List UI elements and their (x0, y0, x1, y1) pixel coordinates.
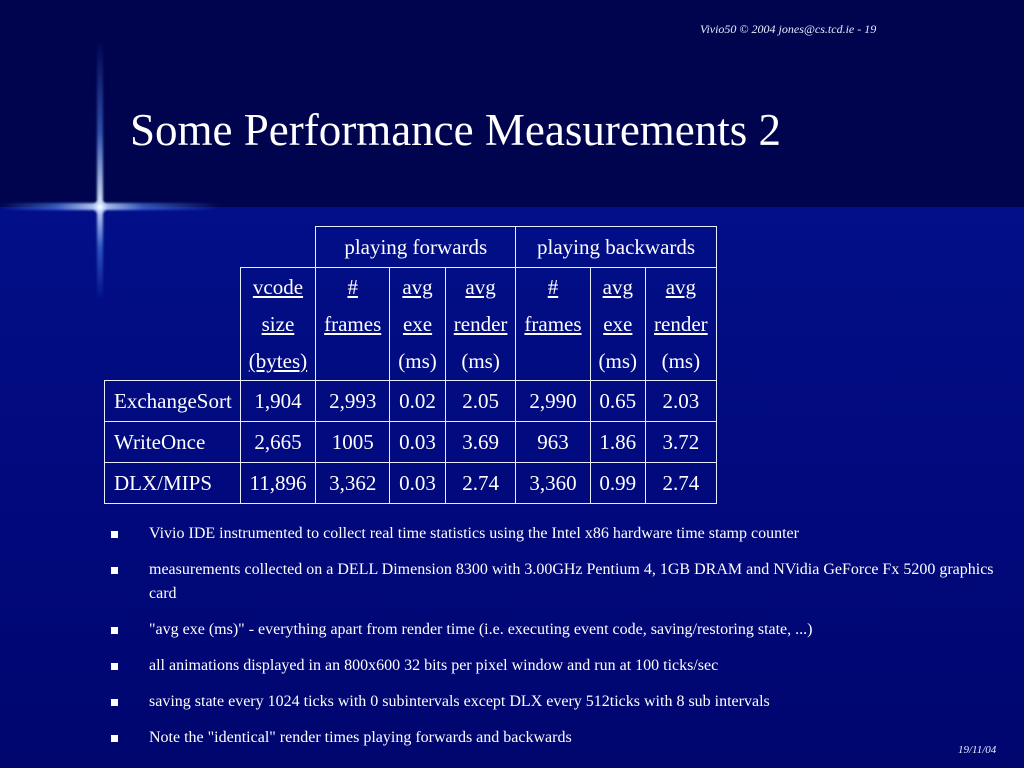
table-cell: 963 (515, 421, 591, 463)
table-cell: 1,904 (239, 380, 317, 422)
list-item: Note the "identical" render times playin… (110, 726, 1000, 750)
light-flare-horizontal (0, 203, 220, 210)
square-bullet-icon (111, 567, 118, 574)
table-cell: 0.03 (389, 462, 446, 504)
table-cell: 0.02 (389, 380, 446, 422)
column-header-frames-forwards: # frames (315, 267, 391, 381)
square-bullet-icon (111, 627, 118, 634)
table-cell: 3.72 (645, 421, 717, 463)
table-row: WriteOnce 2,665 1005 0.03 3.69 963 1.86 … (104, 421, 717, 463)
column-header-avg-exe-forwards: avg exe (ms) (389, 267, 446, 381)
footer-date: 19/11/04 (958, 744, 997, 756)
list-item: all animations displayed in an 800x600 3… (110, 654, 1000, 678)
table-cell: 3,362 (315, 462, 391, 504)
table-cell: 2.74 (444, 462, 517, 504)
square-bullet-icon (111, 663, 118, 670)
table-column-header-row: vcode size (bytes) # frames avg exe (ms)… (105, 267, 717, 381)
group-header-backwards: playing backwards (515, 226, 717, 268)
table-group-header-row: playing forwards playing backwards (105, 226, 717, 268)
table-cell: 0.99 (589, 462, 647, 504)
column-header-avg-render-backwards: avg render (ms) (645, 267, 717, 381)
square-bullet-icon (111, 531, 118, 538)
row-label-exchangesort: ExchangeSort (104, 380, 241, 422)
list-item: "avg exe (ms)" - everything apart from r… (110, 618, 1000, 642)
table-cell: 2.74 (645, 462, 717, 504)
group-header-forwards: playing forwards (315, 226, 517, 268)
column-header-avg-render-forwards: avg render (ms) (444, 267, 517, 381)
table-cell: 2,993 (315, 380, 391, 422)
column-header-frames-backwards: # frames (515, 267, 591, 381)
header-credit: Vivio50 © 2004 jones@cs.tcd.ie - 19 (700, 22, 877, 36)
table-cell: 2,665 (239, 421, 317, 463)
row-label-writeonce: WriteOnce (104, 421, 241, 463)
table-cell: 3,360 (515, 462, 591, 504)
table-cell: 2.03 (645, 380, 717, 422)
table-cell: 11,896 (239, 462, 317, 504)
light-flare-vertical (97, 40, 103, 300)
table-row: ExchangeSort 1,904 2,993 0.02 2.05 2,990… (104, 380, 717, 422)
light-flare-star-icon (92, 199, 108, 215)
square-bullet-icon (111, 699, 118, 706)
header-band (0, 0, 1024, 207)
list-item: Vivio IDE instrumented to collect real t… (110, 522, 1000, 546)
column-header-vcode-size: vcode size (bytes) (239, 267, 317, 381)
row-label-dlx-mips: DLX/MIPS (104, 462, 241, 504)
table-cell: 0.03 (389, 421, 446, 463)
table-cell: 3.69 (444, 421, 517, 463)
notes-list: Vivio IDE instrumented to collect real t… (110, 522, 1000, 762)
table-cell: 1.86 (589, 421, 647, 463)
performance-table: playing forwards playing backwards vcode… (104, 226, 717, 504)
table-cell: 1005 (315, 421, 391, 463)
table-cell: 2,990 (515, 380, 591, 422)
column-header-avg-exe-backwards: avg exe (ms) (589, 267, 647, 381)
square-bullet-icon (111, 735, 118, 742)
list-item: saving state every 1024 ticks with 0 sub… (110, 690, 1000, 714)
slide-title: Some Performance Measurements 2 (130, 105, 782, 155)
table-cell: 0.65 (589, 380, 647, 422)
table-cell: 2.05 (444, 380, 517, 422)
list-item: measurements collected on a DELL Dimensi… (110, 558, 1000, 606)
table-row: DLX/MIPS 11,896 3,362 0.03 2.74 3,360 0.… (104, 462, 717, 504)
